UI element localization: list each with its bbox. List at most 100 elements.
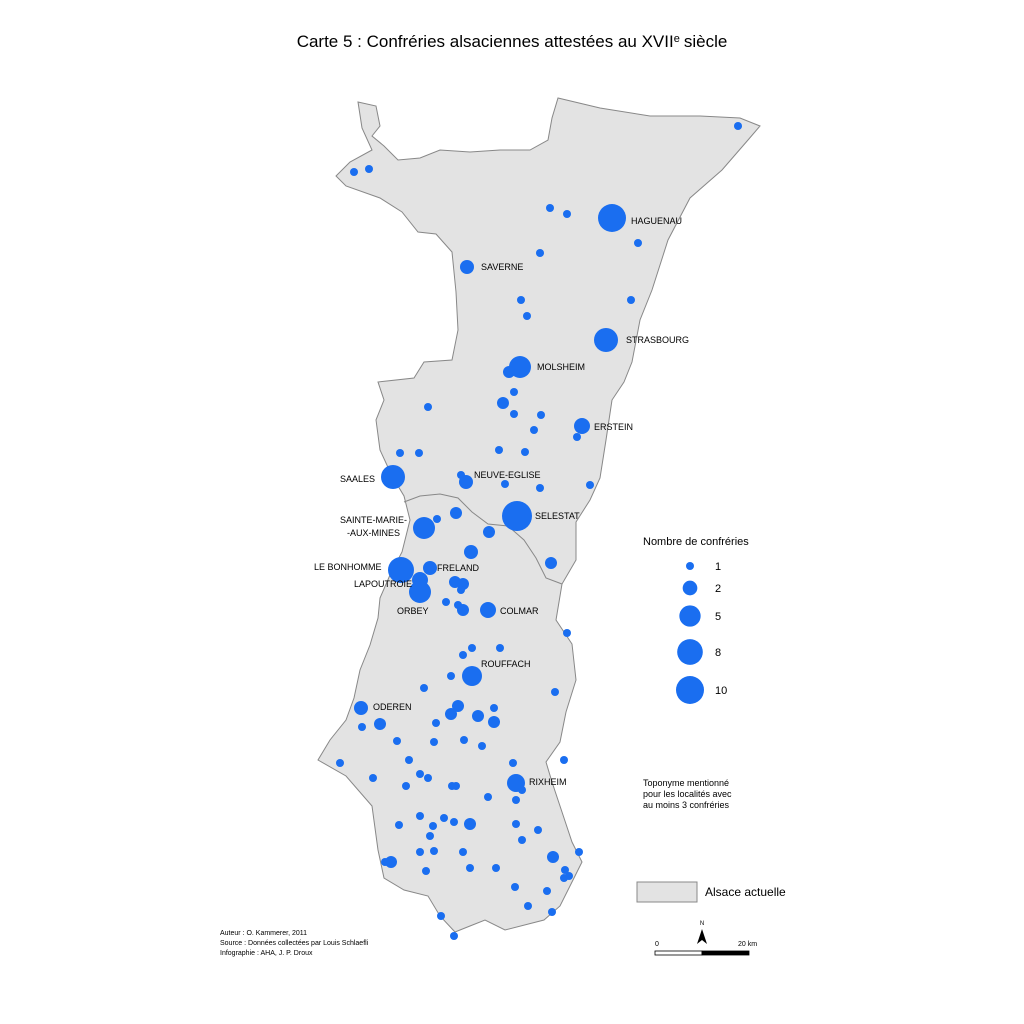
credit-line: Auteur : O. Kammerer, 2011: [220, 930, 307, 937]
locality-dot: [521, 448, 529, 456]
locality-dot: [464, 818, 476, 830]
legend-circle: [686, 562, 694, 570]
town-label: ODEREN: [373, 702, 412, 712]
scale-start: 0: [655, 941, 659, 948]
locality-dot: [495, 446, 503, 454]
locality-dot: [432, 719, 440, 727]
town-label: RIXHEIM: [529, 777, 567, 787]
alsace-outline: [317, 97, 761, 933]
locality-dot: [496, 644, 504, 652]
locality-dot: [483, 526, 495, 538]
locality-dot: [512, 820, 520, 828]
title-end: siècle: [684, 32, 727, 51]
locality-dot: [518, 786, 526, 794]
locality-dot: [490, 704, 498, 712]
locality-dot: [524, 902, 532, 910]
locality-dot: [437, 912, 445, 920]
locality-dot: [350, 168, 358, 176]
locality-dot: [734, 122, 742, 130]
locality-dot: [452, 700, 464, 712]
locality-dot: [450, 507, 462, 519]
locality-dot: [358, 723, 366, 731]
legend-circle: [682, 580, 698, 596]
locality-dot: [511, 883, 519, 891]
locality-dot: [478, 742, 486, 750]
locality-dot: [536, 484, 544, 492]
north-label: N: [700, 921, 704, 927]
scale-segment: [701, 950, 750, 956]
locality-dot: [430, 738, 438, 746]
locality-dot: [422, 867, 430, 875]
locality-dot: [565, 872, 573, 880]
locality-dot: [460, 260, 474, 274]
locality-dot: [518, 836, 526, 844]
locality-dot: [484, 793, 492, 801]
locality-dot: [472, 710, 484, 722]
locality-dot: [459, 848, 467, 856]
locality-dot: [369, 774, 377, 782]
locality-dot: [464, 545, 478, 559]
town-label: NEUVE-EGLISE: [474, 470, 541, 480]
locality-dot: [385, 856, 397, 868]
locality-dot: [510, 410, 518, 418]
locality-dot: [543, 887, 551, 895]
locality-dot: [536, 249, 544, 257]
town-label: MOLSHEIM: [537, 362, 585, 372]
locality-dot: [440, 814, 448, 822]
scale-end: 20 km: [738, 941, 757, 948]
locality-dot: [537, 411, 545, 419]
locality-dot: [460, 736, 468, 744]
locality-dot: [459, 475, 473, 489]
locality-dot: [560, 756, 568, 764]
town-labels: HAGUENAU SAVERNE STRASBOURG MOLSHEIM ERS…: [314, 216, 689, 787]
locality-dot: [561, 866, 569, 874]
legend-label: 10: [715, 685, 727, 697]
locality-dot: [374, 718, 386, 730]
locality-dot: [447, 672, 455, 680]
locality-dot: [598, 204, 626, 232]
title-main: Carte 5 : Confréries alsaciennes attesté…: [297, 32, 674, 51]
locality-dot: [462, 666, 482, 686]
town-label: SAINTE-MARIE-: [340, 515, 407, 525]
locality-dot: [523, 312, 531, 320]
locality-dot: [492, 864, 500, 872]
locality-dot: [509, 759, 517, 767]
locality-dot: [459, 651, 467, 659]
locality-dot: [586, 481, 594, 489]
locality-dot: [563, 629, 571, 637]
locality-dot: [547, 851, 559, 863]
locality-dot: [393, 737, 401, 745]
town-label: HAGUENAU: [631, 216, 682, 226]
locality-dot: [457, 586, 465, 594]
locality-dot: [415, 449, 423, 457]
town-label: LAPOUTROIE: [354, 579, 412, 589]
locality-dot: [563, 210, 571, 218]
locality-dot: [627, 296, 635, 304]
legend-circle: [676, 676, 704, 704]
locality-dot: [416, 848, 424, 856]
locality-dot: [423, 561, 437, 575]
locality-dot: [573, 433, 581, 441]
locality-dot: [365, 165, 373, 173]
locality-dot: [430, 847, 438, 855]
locality-dot: [424, 403, 432, 411]
locality-dot: [634, 239, 642, 247]
locality-dot: [512, 796, 520, 804]
locality-dot: [424, 774, 432, 782]
locality-dot: [452, 782, 460, 790]
locality-dot: [426, 832, 434, 840]
locality-dot: [503, 366, 515, 378]
locality-dot: [388, 557, 414, 583]
note-line: au moins 3 confréries: [643, 800, 730, 810]
credit-line: Infographie : AHA, J. P. Droux: [220, 950, 313, 957]
town-label: SAVERNE: [481, 262, 523, 272]
locality-dot: [433, 515, 441, 523]
locality-dot: [450, 932, 458, 940]
locality-dot: [545, 557, 557, 569]
locality-dot: [551, 688, 559, 696]
locality-dot: [450, 818, 458, 826]
scale-bar: N 0 20 km: [654, 921, 757, 956]
locality-dot: [466, 864, 474, 872]
map-title: Carte 5 : Confréries alsaciennes attesté…: [297, 32, 728, 51]
